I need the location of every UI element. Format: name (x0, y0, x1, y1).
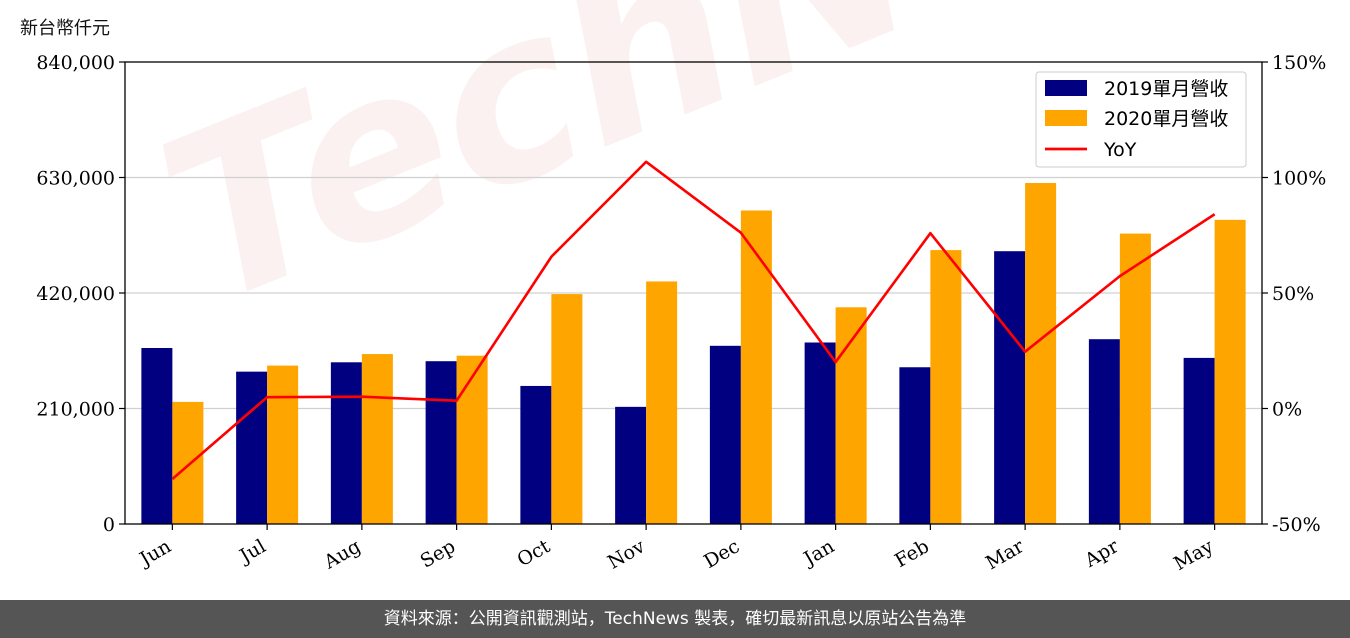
bar-2020 (172, 401, 204, 524)
bar-2019 (994, 251, 1026, 524)
bar-2019 (899, 367, 931, 524)
y-right-tick-label: -50% (1272, 514, 1321, 536)
y-right-tick-label: 50% (1272, 283, 1314, 305)
bar-2020 (835, 307, 867, 524)
bar-2019 (236, 371, 268, 524)
y-left-tick-label: 0 (103, 514, 115, 536)
bar-2019 (709, 345, 741, 524)
bar-2019 (520, 385, 552, 524)
bar-2020 (930, 250, 962, 524)
source-footer: 資料來源：公開資訊觀測站，TechNews 製表，確切最新訊息以原站公告為準 (0, 600, 1350, 638)
y-right-tick-label: 0% (1272, 399, 1302, 421)
legend-label: 2020單月營收 (1104, 108, 1228, 130)
bar-2019 (1183, 357, 1215, 524)
bar-2019 (141, 348, 173, 524)
x-tick-label: Feb (891, 535, 933, 572)
x-tick-label: Sep (417, 535, 460, 572)
bar-2020 (267, 365, 299, 524)
x-tick-label: Jul (234, 535, 269, 568)
bar-2020 (1025, 183, 1057, 524)
y-left-tick-label: 840,000 (36, 52, 115, 74)
x-tick-label: Aug (319, 535, 364, 574)
y-left-tick-label: 630,000 (36, 168, 115, 190)
bar-2020 (361, 354, 393, 524)
source-text: 資料來源：公開資訊觀測站，TechNews 製表，確切最新訊息以原站公告為準 (383, 609, 967, 629)
y-right-tick-label: 150% (1272, 52, 1326, 74)
bar-2020 (1214, 219, 1246, 524)
y-left-tick-label: 420,000 (36, 283, 115, 305)
bar-2020 (646, 281, 678, 524)
bar-2019 (425, 361, 457, 524)
bar-2019 (804, 342, 836, 524)
x-tick-label: May (1170, 535, 1217, 575)
y-left-tick-label: 210,000 (36, 399, 115, 421)
x-tick-label: Jan (798, 535, 838, 571)
legend-label: 2019單月營收 (1104, 78, 1228, 100)
bar-2020 (740, 210, 772, 524)
legend-swatch-2019 (1045, 80, 1087, 96)
x-tick-label: Oct (514, 535, 555, 571)
bar-2020 (1119, 233, 1151, 524)
bar-2019 (330, 362, 362, 524)
legend-box (1035, 71, 1247, 168)
bar-2019 (1088, 339, 1120, 524)
revenue-chart: 0 210,000 420,000 630,000 840,000 -50% 0% 50% 10… (36, 52, 1326, 575)
x-tick-label: Dec (700, 535, 743, 573)
yoy-line (171, 160, 1216, 480)
bar-2020 (551, 294, 583, 524)
bar-2019 (615, 406, 647, 524)
legend-swatch-2020 (1045, 110, 1087, 126)
legend-label: YoY (1103, 139, 1137, 161)
x-tick-label: Mar (982, 535, 1028, 574)
x-tick-label: Jun (134, 535, 175, 571)
y-right-tick-label: 100% (1272, 168, 1326, 190)
y-axis-unit-label: 新台幣仟元 (20, 18, 110, 39)
x-tick-label: Nov (604, 535, 649, 574)
bar-2020 (456, 355, 488, 524)
x-tick-label: Apr (1080, 535, 1123, 572)
